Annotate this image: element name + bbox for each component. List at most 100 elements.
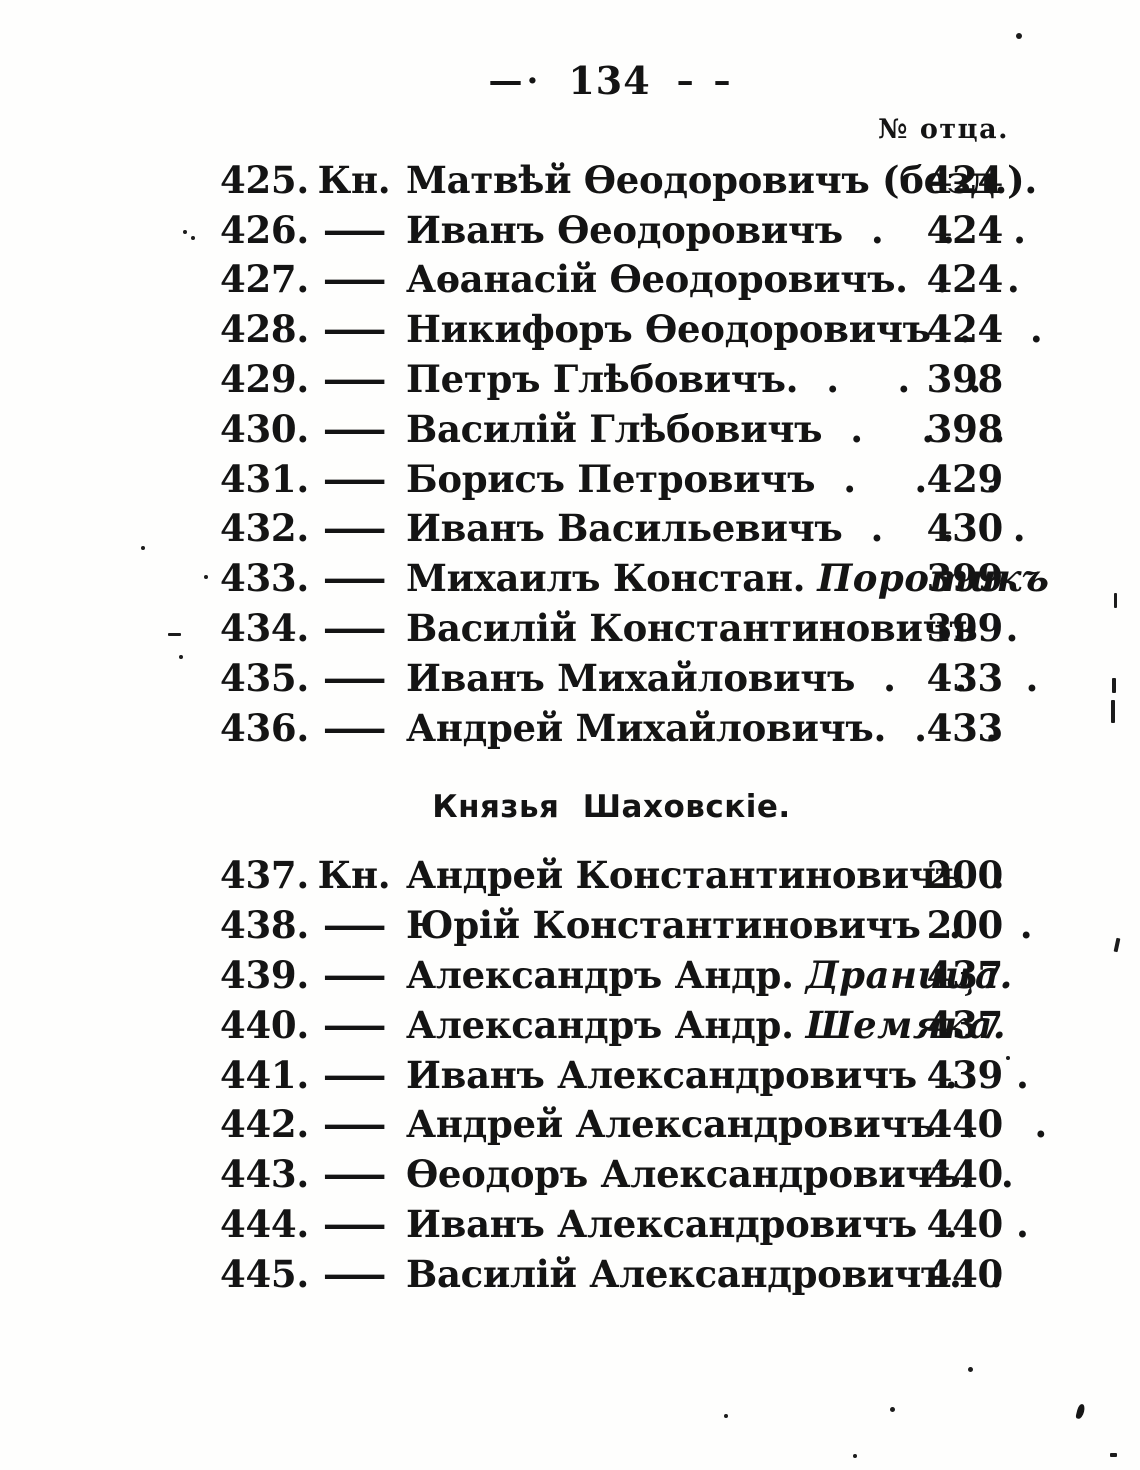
father-number: 429 xyxy=(926,456,1004,501)
person-name: Юрій Константиновичъ xyxy=(406,903,921,948)
person-name: Иванъ Александровичъ xyxy=(406,1202,917,1247)
list-row: 436. — Андрей Михайловичъ. . . 433 xyxy=(220,703,1003,753)
list-row: 443. — Ѳеодоръ Александровичъ.. 440 xyxy=(220,1149,1014,1199)
father-number: 433 xyxy=(926,655,1004,700)
person-name: Иванъ Александровичъ xyxy=(406,1052,917,1097)
ink-speck xyxy=(179,655,183,659)
leader-dots: . xyxy=(989,1251,1003,1296)
row-name: Петръ Глѣбовичъ. . . . xyxy=(406,357,981,402)
ditto-dash: — xyxy=(320,307,388,352)
ditto-dash: — xyxy=(320,456,388,501)
row-number: 429. xyxy=(220,357,309,402)
ink-speck xyxy=(724,1414,728,1418)
margin-tick xyxy=(1112,678,1116,693)
list-row: 425. Кн. Матвѣй Ѳеодоровичъ (безд.). 424 xyxy=(220,155,1037,205)
row-prefix: — xyxy=(302,1252,406,1296)
father-number: 430 xyxy=(926,506,1004,551)
ditto-dash: — xyxy=(320,1202,388,1247)
leader-dots: . . . xyxy=(850,406,1006,451)
list-row: 427. — Аѳанасій Ѳеодоровичъ. . . 424 xyxy=(220,255,1020,305)
father-number: 398 xyxy=(926,357,1004,402)
ink-speck xyxy=(1110,1453,1117,1457)
row-prefix: — xyxy=(302,1152,406,1196)
person-name: Михаилъ Констан. xyxy=(406,556,806,601)
leader-dots: . . . xyxy=(870,207,1026,252)
list-row: 429. — Петръ Глѣбовичъ. . . . 398 xyxy=(220,354,1003,404)
father-number: 200 xyxy=(926,903,1004,948)
ink-speck xyxy=(183,230,187,234)
leader-dots: . . . xyxy=(883,655,1039,700)
person-name: Василій Александровичъ. xyxy=(406,1251,962,1296)
list-row: 428. — Никифоръ Ѳеодоровичъ . . 424 xyxy=(220,304,1043,354)
genealogy-list: 425. Кн. Матвѣй Ѳеодоровичъ (безд.). 424 426… xyxy=(220,155,1049,1299)
ink-speck xyxy=(204,575,208,579)
father-number: 398 xyxy=(926,406,1004,451)
row-name: Борисъ Петровичъ . . . xyxy=(406,457,998,501)
list-row: 433. — Михаилъ Констан. Поротикъ 399 xyxy=(220,553,1049,603)
father-number: 437 xyxy=(926,953,1004,998)
row-name: Аѳанасій Ѳеодоровичъ. . . xyxy=(406,257,1020,301)
list-row: 438. — Юрій Константиновичъ . . 200 xyxy=(220,900,1033,950)
row-number: 438. xyxy=(220,903,309,948)
father-number: 200 xyxy=(926,853,1004,898)
row-name: Иванъ Александровичъ . . xyxy=(406,1202,1029,1247)
ink-speck xyxy=(141,546,145,550)
leader-dots: . . xyxy=(914,705,998,750)
row-prefix: — xyxy=(302,307,406,351)
row-number: 435. xyxy=(220,655,309,700)
ditto-dash: — xyxy=(320,357,388,402)
row-name: Андрей Константиновичъ. xyxy=(406,853,1005,897)
row-prefix: — xyxy=(302,1102,406,1146)
leader-dots: . . . xyxy=(843,456,999,501)
person-name: Андрей Константиновичъ xyxy=(406,853,964,898)
row-number: 432. xyxy=(220,506,309,551)
margin-tick xyxy=(1113,937,1121,953)
row-number: 441. xyxy=(220,1052,309,1097)
row-prefix: — xyxy=(302,1053,406,1097)
father-number: 399 xyxy=(926,556,1004,601)
person-name: Иванъ Михайловичъ xyxy=(406,655,856,700)
ditto-dash: — xyxy=(320,207,388,252)
list-row: 440. — Александръ Андр. Шемяка. 437 xyxy=(220,1000,1006,1050)
father-number: 439 xyxy=(926,1052,1004,1097)
leader-dots: . xyxy=(1000,1152,1014,1197)
row-name: Никифоръ Ѳеодоровичъ . . xyxy=(406,307,1043,351)
list-row: 430. — Василій Глѣбовичъ . . . 398 xyxy=(220,404,1005,454)
person-name: Иванъ Васильевичъ xyxy=(406,506,843,551)
page-number-dash-left: —· xyxy=(488,60,543,101)
row-prefix: — xyxy=(302,407,406,451)
ditto-dash: — xyxy=(320,1102,388,1147)
ditto-dash: — xyxy=(320,953,388,998)
row-prefix: — xyxy=(302,1202,406,1246)
row-number: 443. xyxy=(220,1152,309,1197)
father-number: 440 xyxy=(926,1251,1004,1296)
row-number: 436. xyxy=(220,705,309,750)
row-name: Иванъ Михайловичъ . . . xyxy=(406,655,1038,700)
person-name: Петръ Глѣбовичъ. xyxy=(406,357,799,402)
row-number: 427. xyxy=(220,257,309,302)
list-row: 434. — Василій Константиновичъ. 399 xyxy=(220,603,1018,653)
ditto-dash: — xyxy=(320,1002,388,1047)
page-number-dash-right: – – xyxy=(676,60,735,101)
row-prefix: — xyxy=(302,953,406,997)
row-prefix: — xyxy=(302,606,406,650)
leader-dots: . . . xyxy=(870,506,1026,551)
row-name: Иванъ Ѳеодоровичъ . . . xyxy=(406,208,1026,252)
ink-speck xyxy=(1006,1056,1010,1060)
father-number: 424 xyxy=(926,207,1004,252)
person-name: Матвѣй Ѳеодоровичъ (безд.). xyxy=(406,157,1037,202)
ditto-dash: — xyxy=(320,1152,388,1197)
row-name: Василій Глѣбовичъ . . . xyxy=(406,407,1005,451)
row-number: 444. xyxy=(220,1202,309,1247)
row-prefix: Кн. xyxy=(317,157,391,202)
ink-speck xyxy=(890,1407,895,1412)
row-prefix: — xyxy=(302,656,406,700)
ditto-dash: — xyxy=(320,506,388,551)
list-row: 445. — Василій Александровичъ.. 440 xyxy=(220,1249,1003,1299)
leader-dots: . . . xyxy=(826,357,982,402)
row-number: 433. xyxy=(220,556,309,601)
ditto-dash: — xyxy=(320,1251,388,1296)
ditto-dash: — xyxy=(320,655,388,700)
row-prefix: — xyxy=(302,257,406,301)
